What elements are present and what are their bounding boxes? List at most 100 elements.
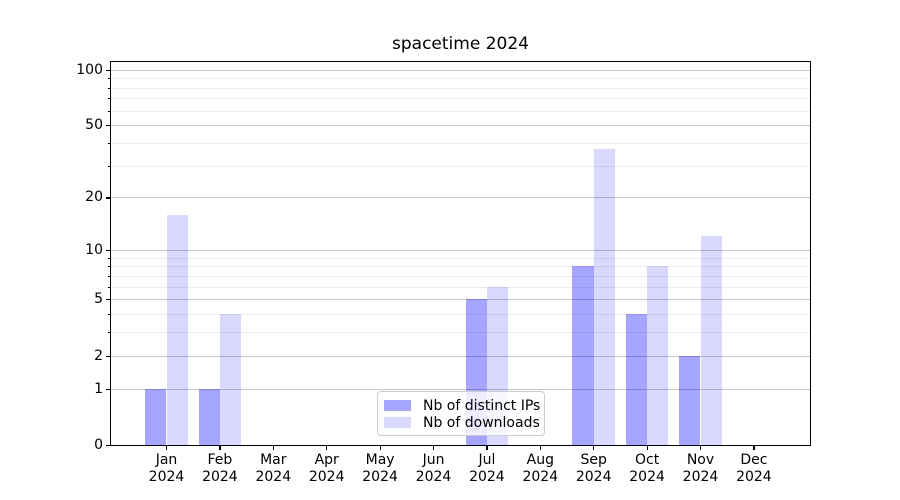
gridline-minor <box>111 87 810 89</box>
x-tick-year: 2024 <box>362 469 398 485</box>
x-tick-month: Jul <box>478 452 496 468</box>
bar-distinct-ips-feb <box>198 388 220 445</box>
x-axis-tick <box>486 445 488 450</box>
gridline-major <box>111 125 810 127</box>
bar-downloads-sep <box>593 149 616 445</box>
gridline-major <box>111 355 810 357</box>
gridline-minor <box>111 314 810 316</box>
y-tick-label: 100 <box>76 61 103 78</box>
x-axis-tick <box>219 445 221 450</box>
gridline-major <box>111 69 810 71</box>
x-tick-label: Oct 2024 <box>615 452 679 486</box>
x-axis-tick <box>646 445 648 450</box>
y-axis-tick <box>106 445 110 447</box>
y-tick-label: 50 <box>85 117 103 134</box>
x-tick-label: Jun 2024 <box>402 452 466 486</box>
bar-downloads-nov <box>700 236 722 445</box>
x-tick-label: Dec 2024 <box>722 452 786 486</box>
gridline-minor <box>111 266 810 268</box>
x-axis-tick <box>539 445 541 450</box>
legend: Nb of distinct IPs Nb of downloads <box>377 391 545 436</box>
x-tick-year: 2024 <box>148 469 185 485</box>
gridline-major <box>111 299 810 301</box>
x-axis-tick <box>753 445 755 450</box>
y-tick-label: 1 <box>94 380 103 397</box>
gridline-minor <box>111 257 810 259</box>
x-tick-label: May 2024 <box>348 452 412 486</box>
y-axis-minor-tick <box>108 143 111 144</box>
y-tick-label: 20 <box>85 189 103 206</box>
gridline-minor <box>111 98 810 100</box>
x-tick-label: Jan 2024 <box>135 452 199 486</box>
x-tick-label: Apr 2024 <box>295 452 359 486</box>
plot-area: Nb of distinct IPs Nb of downloads <box>110 61 811 446</box>
gridline-major <box>111 197 810 199</box>
y-tick-label: 0 <box>94 437 103 453</box>
gridline-minor <box>111 332 810 334</box>
gridline-minor <box>111 143 810 144</box>
x-tick-year: 2024 <box>522 469 559 485</box>
x-axis-tick <box>700 445 702 450</box>
legend-label-distinct-ips: Nb of distinct IPs <box>423 397 541 414</box>
legend-label-downloads: Nb of downloads <box>423 414 540 431</box>
bar-distinct-ips-oct <box>625 314 648 445</box>
y-axis-tick <box>106 197 110 199</box>
x-axis-tick <box>379 445 381 450</box>
x-tick-month: Aug <box>526 452 554 468</box>
legend-item-downloads: Nb of downloads <box>384 414 540 431</box>
legend-item-distinct-ips: Nb of distinct IPs <box>384 397 540 414</box>
x-tick-year: 2024 <box>308 469 345 485</box>
gridline-major <box>111 250 810 251</box>
y-axis-minor-tick <box>108 78 111 80</box>
y-axis-tick <box>106 388 110 390</box>
y-tick-label: 2 <box>94 347 103 364</box>
x-tick-year: 2024 <box>469 469 505 485</box>
x-tick-year: 2024 <box>575 469 612 485</box>
y-axis-minor-tick <box>108 87 111 89</box>
x-tick-year: 2024 <box>682 469 719 485</box>
x-tick-year: 2024 <box>736 469 772 485</box>
legend-swatch-distinct-ips <box>384 400 411 411</box>
bar-downloads-jan <box>166 214 188 445</box>
x-tick-label: Feb 2024 <box>188 452 252 486</box>
bar-distinct-ips-nov <box>679 355 701 445</box>
x-tick-year: 2024 <box>629 469 665 485</box>
x-axis-tick <box>433 445 435 450</box>
x-tick-label: Aug 2024 <box>508 452 572 486</box>
y-axis-tick <box>106 355 110 357</box>
y-axis-tick <box>106 69 110 71</box>
x-tick-month: Mar <box>260 452 287 468</box>
y-axis-minor-tick <box>108 110 111 112</box>
x-tick-year: 2024 <box>415 469 452 485</box>
y-axis-minor-tick <box>108 165 111 167</box>
x-tick-month: May <box>365 452 395 468</box>
y-tick-label: 5 <box>94 291 103 308</box>
y-axis-tick <box>106 250 110 252</box>
x-tick-month: Sep <box>580 452 607 468</box>
x-tick-year: 2024 <box>255 469 292 485</box>
x-tick-label: Jul 2024 <box>455 452 519 486</box>
bar-downloads-oct <box>647 266 669 445</box>
x-axis-tick <box>326 445 328 450</box>
x-tick-month: Oct <box>634 452 660 468</box>
y-axis-tick <box>106 125 110 127</box>
x-axis-tick <box>593 445 595 450</box>
x-tick-label: Mar 2024 <box>241 452 305 486</box>
gridline-minor <box>111 165 810 167</box>
y-axis-minor-tick <box>108 257 111 259</box>
x-tick-label: Nov 2024 <box>669 452 733 486</box>
chart-title: spacetime 2024 <box>392 34 529 54</box>
x-tick-month: Nov <box>686 452 715 468</box>
gridline-minor <box>111 78 810 80</box>
y-axis-tick <box>106 299 110 301</box>
x-tick-label: Sep 2024 <box>562 452 626 486</box>
x-tick-month: Dec <box>740 452 768 468</box>
y-axis-minor-tick <box>108 314 111 316</box>
x-axis-tick <box>166 445 168 450</box>
x-tick-month: Jan <box>155 452 178 468</box>
gridline-major <box>111 388 810 390</box>
bar-distinct-ips-sep <box>572 266 594 445</box>
y-axis-minor-tick <box>108 98 111 100</box>
bar-distinct-ips-jan <box>145 388 167 445</box>
